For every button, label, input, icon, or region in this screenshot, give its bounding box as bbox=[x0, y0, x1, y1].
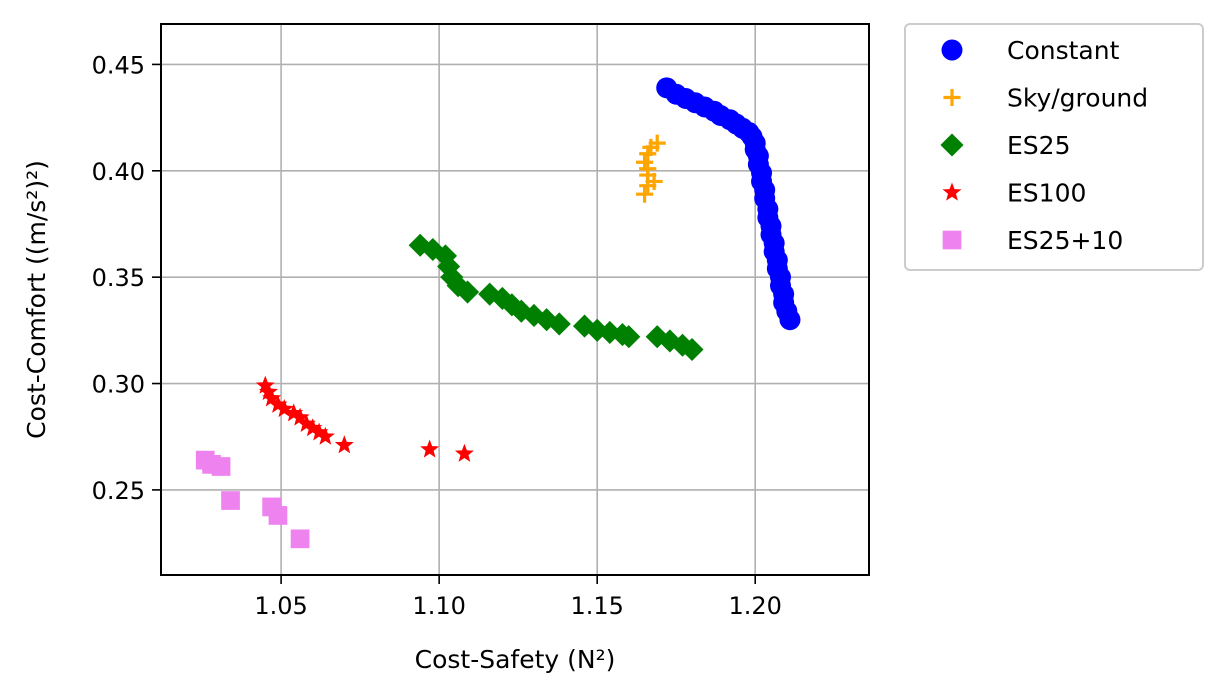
y-tick-label: 0.25 bbox=[92, 477, 145, 505]
grid-lines bbox=[161, 24, 869, 575]
data-point bbox=[639, 177, 657, 195]
data-point bbox=[290, 529, 310, 549]
legend-marker-star bbox=[942, 182, 962, 201]
x-tick-label: 1.15 bbox=[570, 592, 623, 620]
data-point bbox=[255, 375, 275, 394]
data-point bbox=[284, 403, 304, 422]
data-point bbox=[420, 439, 440, 458]
legend: Constant Sky/ground ES25 ES100 ES25+10 bbox=[904, 23, 1204, 271]
data-point bbox=[221, 491, 240, 510]
series-es25 bbox=[408, 233, 704, 362]
data-point bbox=[547, 312, 571, 336]
legend-label: ES25 bbox=[1007, 131, 1070, 160]
y-tick-label: 0.40 bbox=[92, 158, 145, 186]
data-point bbox=[309, 422, 329, 441]
legend-item: Sky/ground bbox=[943, 84, 1148, 113]
legend-label: Constant bbox=[1007, 36, 1120, 65]
data-point bbox=[456, 280, 480, 304]
legend-label: Sky/ground bbox=[1007, 84, 1148, 113]
data-point bbox=[636, 185, 654, 203]
legend-marker-square bbox=[942, 230, 962, 250]
data-point bbox=[296, 413, 316, 433]
x-tick-label: 1.05 bbox=[254, 592, 307, 620]
plot-area-frame bbox=[160, 23, 870, 576]
x-axis-label: Cost-Safety (N²) bbox=[415, 645, 616, 674]
legend-marker-diamond bbox=[940, 133, 964, 157]
y-tick-label: 0.45 bbox=[92, 51, 145, 79]
legend-item: ES25+10 bbox=[942, 226, 1123, 255]
legend-label: ES25+10 bbox=[1007, 226, 1123, 255]
data-point bbox=[535, 308, 559, 332]
x-tick-label: 1.10 bbox=[412, 592, 465, 620]
legend-item: ES25 bbox=[940, 131, 1070, 160]
y-tick-label: 0.35 bbox=[92, 264, 145, 292]
y-tick-label: 0.30 bbox=[92, 371, 145, 399]
series-sky-ground bbox=[636, 134, 666, 203]
data-point bbox=[274, 399, 294, 418]
legend-box bbox=[904, 23, 1204, 271]
data-point bbox=[585, 318, 609, 342]
data-point bbox=[680, 337, 704, 362]
data-point bbox=[617, 325, 641, 349]
legend-item: ES100 bbox=[942, 179, 1086, 208]
data-point bbox=[598, 320, 622, 345]
data-point bbox=[315, 426, 335, 445]
data-point bbox=[211, 457, 231, 476]
data-point bbox=[258, 382, 278, 401]
data-point bbox=[262, 388, 282, 407]
data-point bbox=[779, 309, 801, 331]
legend-marker-circle bbox=[941, 39, 963, 61]
data-point bbox=[509, 299, 533, 323]
legend-item: Constant bbox=[941, 36, 1120, 65]
legend-label: ES100 bbox=[1007, 179, 1086, 208]
series-es25-10 bbox=[195, 450, 310, 549]
data-point bbox=[268, 394, 288, 413]
plot-marks bbox=[195, 77, 801, 549]
series-constant bbox=[656, 77, 801, 331]
legend-marker-plus bbox=[943, 88, 961, 107]
data-point bbox=[303, 418, 323, 437]
data-point bbox=[290, 407, 310, 426]
data-point bbox=[658, 329, 682, 353]
y-axis-label: Cost-Comfort ((m/s²)²) bbox=[22, 160, 51, 439]
data-point bbox=[334, 435, 354, 454]
x-tick-label: 1.20 bbox=[728, 592, 781, 620]
data-point bbox=[454, 443, 474, 462]
data-point bbox=[408, 233, 432, 257]
axis-ticks: 1.05 1.10 1.15 1.20 0.25 0.30 0.35 0.40 0.45 bbox=[92, 51, 782, 620]
series-es100 bbox=[255, 375, 474, 462]
data-point bbox=[440, 265, 464, 289]
data-point bbox=[478, 282, 502, 306]
data-point bbox=[268, 506, 288, 525]
data-point bbox=[639, 145, 657, 163]
data-point bbox=[437, 254, 461, 279]
